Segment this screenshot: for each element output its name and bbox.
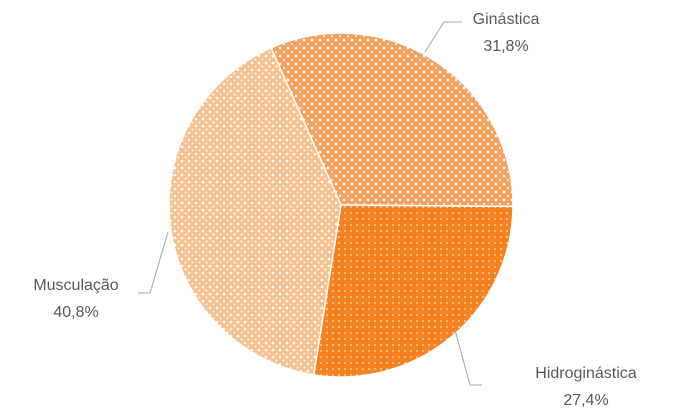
slice-value-label: 40,8% [53, 304, 98, 321]
slice-value-label: 31,8% [483, 38, 528, 55]
pie-slice [270, 32, 514, 208]
pie-slice [312, 204, 514, 378]
leader-line [454, 329, 482, 386]
leader-line [138, 231, 169, 294]
pie-slice [168, 46, 342, 376]
leader-line [424, 21, 462, 53]
slice-label: Hidroginástica [535, 365, 636, 382]
slice-label: Musculação [33, 277, 118, 294]
pie [168, 32, 514, 378]
slice-label: Ginástica [473, 11, 540, 28]
slice-value-label: 27,4% [563, 392, 608, 409]
